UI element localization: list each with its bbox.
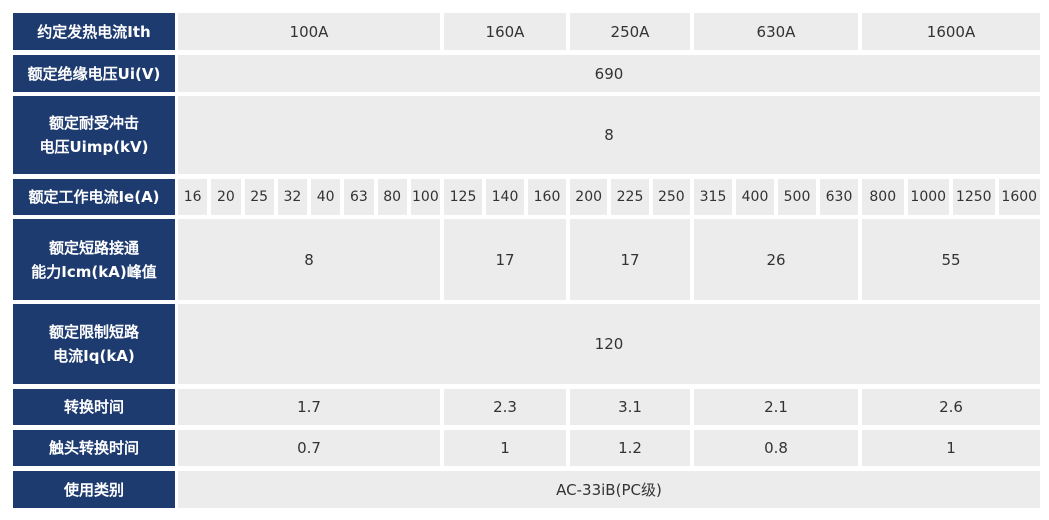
data-cell: 1000 — [907, 179, 949, 215]
data-cell: 1.7 — [178, 389, 440, 425]
data-cell: 500 — [778, 179, 816, 215]
data-cell: 690 — [178, 55, 1040, 92]
data-cell: 0.7 — [178, 430, 440, 466]
data-cell: 16 — [178, 179, 208, 215]
data-cell: 8 — [178, 96, 1040, 174]
data-cell: 2.1 — [694, 389, 858, 425]
data-cell: 2.3 — [444, 389, 566, 425]
data-cell: 1600 — [998, 179, 1040, 215]
data-cell: 80 — [377, 179, 407, 215]
data-cell: 2.6 — [862, 389, 1040, 425]
data-cell: 100 — [410, 179, 440, 215]
data-cell: 1600A — [862, 13, 1040, 50]
data-cell: 160 — [528, 179, 566, 215]
data-cell: 0.8 — [694, 430, 858, 466]
data-cell: 63 — [344, 179, 374, 215]
data-cell: 26 — [694, 219, 858, 300]
data-cell: 400 — [736, 179, 774, 215]
data-cell: 125 — [444, 179, 482, 215]
data-cell: 17 — [570, 219, 690, 300]
data-cell: 1 — [862, 430, 1040, 466]
data-cell: 20 — [211, 179, 241, 215]
row-header: 额定短路接通 能力Icm(kA)峰值 — [13, 219, 175, 300]
row-header: 使用类别 — [13, 471, 175, 508]
data-cell: 25 — [244, 179, 274, 215]
data-cell: 630A — [694, 13, 858, 50]
data-cell: AC-33iB(PC级) — [178, 471, 1040, 508]
data-cell: 100A — [178, 13, 440, 50]
data-cell: 250A — [570, 13, 690, 50]
data-cell: 800 — [862, 179, 904, 215]
data-cell: 3.1 — [570, 389, 690, 425]
data-cell: 8 — [178, 219, 440, 300]
data-cell: 250 — [652, 179, 690, 215]
row-header: 额定工作电流Ie(A) — [13, 179, 175, 215]
data-cell: 1 — [444, 430, 566, 466]
data-cell: 630 — [820, 179, 858, 215]
data-cell: 1.2 — [570, 430, 690, 466]
row-header: 触头转换时间 — [13, 430, 175, 466]
row-header: 额定耐受冲击 电压Uimp(kV) — [13, 96, 175, 174]
row-header: 额定绝缘电压Ui(V) — [13, 55, 175, 92]
row-header: 约定发热电流Ith — [13, 13, 175, 50]
data-cell: 120 — [178, 304, 1040, 384]
row-header: 额定限制短路 电流Iq(kA) — [13, 304, 175, 384]
data-cell: 160A — [444, 13, 566, 50]
data-cell: 1250 — [953, 179, 995, 215]
data-cell: 32 — [277, 179, 307, 215]
data-cell: 17 — [444, 219, 566, 300]
data-cell: 55 — [862, 219, 1040, 300]
row-header: 转换时间 — [13, 389, 175, 425]
data-cell: 315 — [694, 179, 732, 215]
data-cell: 225 — [611, 179, 649, 215]
data-cell: 40 — [311, 179, 341, 215]
data-cell: 140 — [486, 179, 524, 215]
data-cell: 200 — [570, 179, 608, 215]
